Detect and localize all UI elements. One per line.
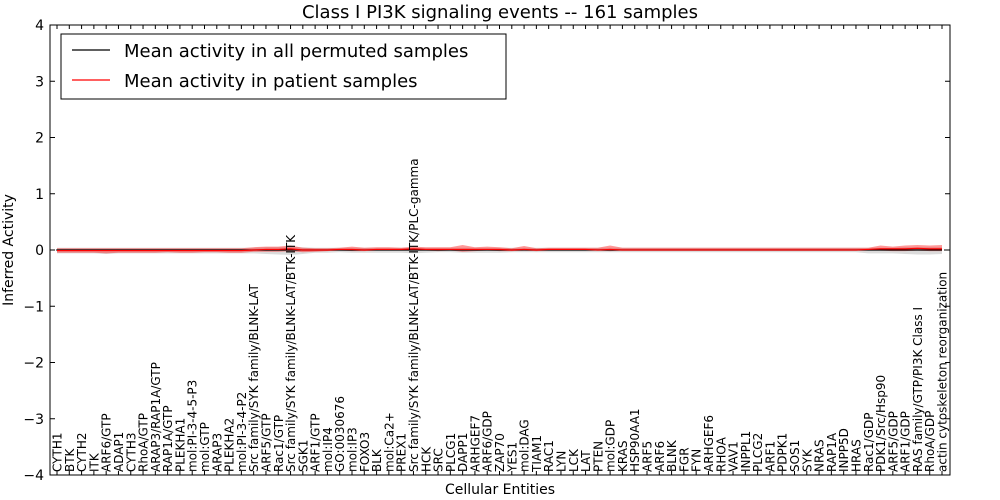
x-tick-label: FGR	[677, 447, 691, 472]
x-tick-label: actin cytoskeleton reorganization	[936, 272, 950, 472]
y-axis-label: Inferred Activity	[1, 194, 17, 306]
x-tick-label: INPP5D	[837, 428, 851, 472]
x-tick-label: PLEKHA2	[223, 418, 237, 472]
x-tick-label: ARF1	[763, 441, 777, 472]
x-tick-label: CYTH3	[124, 433, 138, 473]
x-tick-label: mol:PI-3-4-5-P3	[186, 380, 200, 472]
legend-label-permuted: Mean activity in all permuted samples	[124, 41, 468, 62]
legend-label-patient: Mean activity in patient samples	[124, 71, 418, 92]
x-tick-label: mol:PI-3-4-P2	[235, 392, 249, 472]
x-tick-label: ARF1/GTP	[309, 413, 323, 472]
x-tick-label: RHOA	[714, 436, 728, 472]
x-tick-label: BLK	[370, 448, 384, 472]
x-tick-label: HRAS	[850, 439, 864, 472]
y-tick-label: 3	[35, 74, 44, 90]
x-tick-label: NRAS	[813, 439, 827, 472]
x-tick-label: ZAP70	[493, 433, 507, 472]
x-tick-label: mol:IP4	[321, 427, 335, 472]
x-tick-label: PLCG1	[444, 433, 458, 472]
x-tick-label: RhoA/GDP	[923, 411, 937, 472]
x-axis: CYTH1BTKCYTH2ITKARF6/GTPADAP1CYTH3RhoA/G…	[51, 25, 950, 475]
x-tick-label: ARF6	[653, 441, 667, 472]
x-tick-label: PLEKHA1	[173, 418, 187, 472]
y-tick-label: −4	[23, 468, 44, 484]
chart-title: Class I PI3K signaling events -- 161 sam…	[302, 2, 698, 23]
x-tick-label: RAC1	[542, 440, 556, 472]
x-tick-label: Rac1/GDP	[862, 413, 876, 472]
x-tick-label: RAS family/GTP/PI3K Class I	[911, 307, 925, 472]
x-tick-label: RhoA/GTP	[137, 413, 151, 472]
x-tick-label: PDPK1	[776, 433, 790, 472]
x-tick-label: ARF6/GDP	[481, 411, 495, 472]
x-tick-label: LAT	[579, 450, 593, 472]
x-tick-label: PTEN	[591, 441, 605, 472]
line-patient-mean	[57, 247, 942, 252]
x-tick-label: BTK	[63, 447, 77, 472]
x-tick-label: Src family/SYK family/BLNK-LAT/BTK-ITK/P…	[407, 158, 421, 472]
x-tick-label: CYTH2	[75, 433, 89, 473]
x-tick-label: ARF5/GTP	[260, 413, 274, 472]
y-tick-label: 4	[35, 18, 44, 34]
legend-box	[60, 33, 507, 100]
x-tick-label: ARF5	[641, 441, 655, 472]
x-tick-label: FOXO3	[358, 432, 372, 472]
x-tick-label: RAP1A	[825, 432, 839, 472]
x-tick-label: HSP90AA1	[628, 408, 642, 472]
y-tick-label: −2	[23, 356, 44, 372]
x-tick-label: SRC	[432, 448, 446, 472]
x-tick-label: ARHGEF6	[702, 415, 716, 472]
x-axis-label: Cellular Entities	[445, 482, 555, 498]
x-tick-label: mol:GDP	[604, 420, 618, 472]
x-tick-label: mol:Ca2+	[382, 412, 396, 472]
x-tick-label: VAV1	[727, 441, 741, 472]
x-tick-label: ARF5/GDP	[886, 411, 900, 472]
x-tick-label: ARAP3	[210, 433, 224, 472]
x-tick-label: LCK	[567, 448, 581, 472]
x-tick-label: DAPP1	[456, 433, 470, 472]
x-tick-label: mol:IP3	[346, 427, 360, 472]
x-tick-label: ARF1/GDP	[899, 411, 913, 472]
x-tick-label: HCK	[419, 446, 433, 472]
x-tick-label: LYN	[555, 451, 569, 472]
x-tick-label: mol:DAG	[518, 419, 532, 472]
y-tick-label: 1	[35, 187, 44, 203]
x-tick-label: mol:GTP	[198, 422, 212, 472]
x-tick-label: ITK	[87, 452, 101, 472]
x-tick-label: FYN	[690, 449, 704, 472]
legend: Mean activity in all permuted samples Me…	[60, 33, 507, 100]
x-tick-label: SYK	[800, 448, 814, 472]
x-tick-label: TIAM1	[530, 435, 544, 473]
x-tick-label: PREX1	[395, 433, 409, 472]
x-tick-label: RAP1A/GTP	[161, 405, 175, 472]
x-tick-label: SOS1	[788, 440, 802, 472]
x-tick-label: YES1	[505, 442, 519, 473]
y-tick-label: −3	[23, 412, 44, 428]
x-tick-label: PDK1/Src/Hsp90	[874, 375, 888, 472]
x-tick-label: CYTH1	[51, 433, 65, 473]
x-tick-label: ARAP3/RAP1A/GTP	[149, 362, 163, 472]
x-tick-label: PLCG2	[751, 433, 765, 472]
y-tick-label: 2	[35, 131, 44, 147]
x-tick-label: KRAS	[616, 440, 630, 472]
x-tick-label: ARF6/GTP	[100, 413, 114, 472]
x-tick-label: SGK1	[296, 440, 310, 472]
y-tick-label: 0	[35, 243, 44, 259]
x-tick-label: INPPL1	[739, 431, 753, 472]
y-axis: −4 −3 −2 −1 0 1 2 3 4	[23, 18, 950, 484]
x-tick-label: BLNK	[665, 439, 679, 472]
y-tick-label: −1	[23, 299, 44, 315]
x-tick-label: Rac1/GTP	[272, 415, 286, 472]
x-tick-label: GO:0030676	[333, 396, 347, 472]
x-tick-label: Src family/SYK family/BLNK-LAT	[247, 283, 261, 472]
x-tick-label: ARHGEF7	[468, 415, 482, 472]
x-tick-label: Src family/SYK family/BLNK-LAT/BTK-ITK	[284, 234, 298, 472]
series-lines	[50, 247, 950, 252]
x-tick-label: ADAP1	[112, 432, 126, 472]
